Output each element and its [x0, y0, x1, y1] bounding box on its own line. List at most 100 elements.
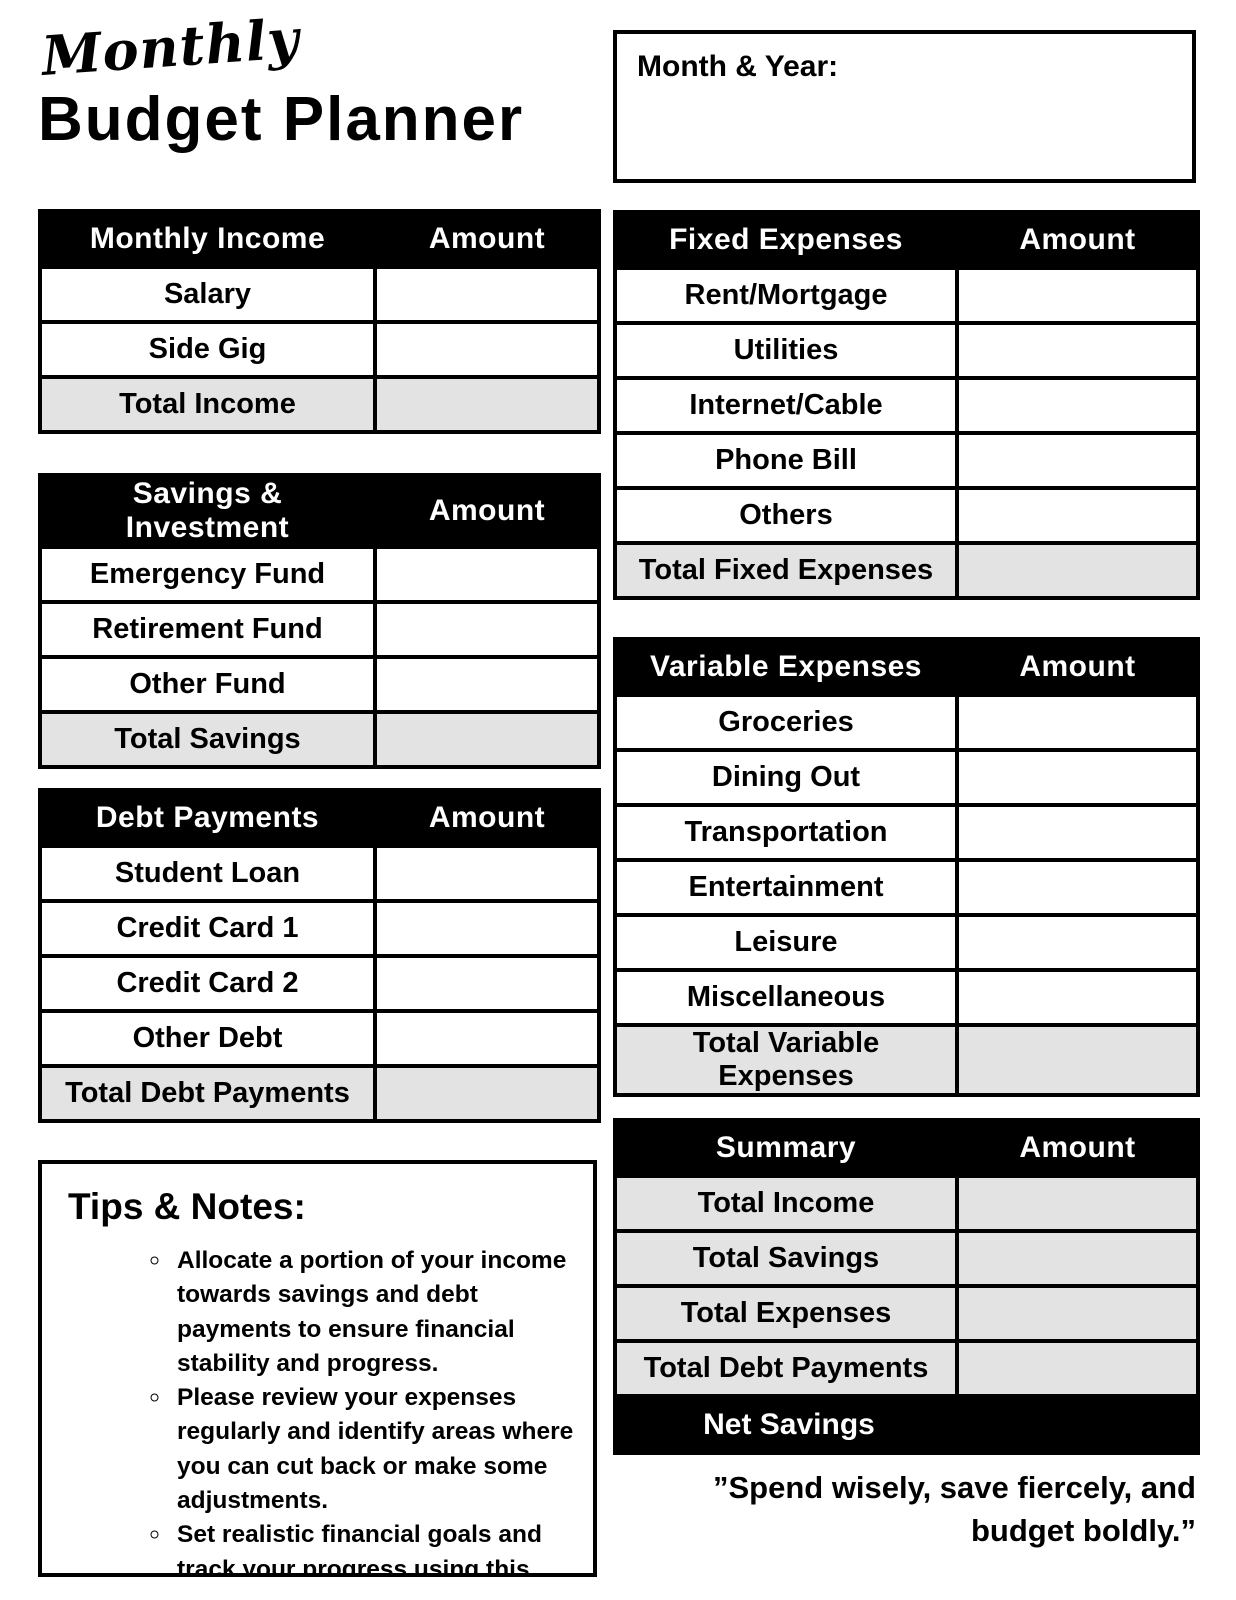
amount-cell[interactable] — [373, 1009, 601, 1068]
row-label: Rent/Mortgage — [613, 266, 959, 325]
table-row: Miscellaneous — [613, 968, 1200, 1027]
amount-header: Amount — [373, 209, 601, 269]
net-savings-label: Net Savings — [613, 1394, 1200, 1455]
total-row: Total Debt Payments — [38, 1064, 601, 1123]
row-label: Other Debt — [38, 1009, 377, 1068]
total-row: Total Income — [38, 375, 601, 434]
month-year-box: Month & Year: — [613, 30, 1196, 183]
amount-cell[interactable] — [955, 693, 1200, 752]
amount-cell[interactable] — [955, 803, 1200, 862]
page-title: Budget Planner — [38, 85, 525, 154]
page-title-script: Monthly — [39, 6, 302, 89]
table-row: Entertainment — [613, 858, 1200, 917]
amount-cell[interactable] — [955, 486, 1200, 545]
amount-cell[interactable] — [373, 600, 601, 659]
amount-header: Amount — [373, 788, 601, 848]
monthly-income-table: Monthly Income Amount Salary Side Gig To… — [38, 209, 601, 434]
net-savings-row: Net Savings — [613, 1394, 1200, 1455]
tips-notes-box: Tips & Notes: Allocate a portion of your… — [38, 1160, 597, 1577]
table-row: Dining Out — [613, 748, 1200, 807]
amount-cell[interactable] — [955, 1229, 1200, 1288]
debt-payments-table: Debt Payments Amount Student Loan Credit… — [38, 788, 601, 1123]
amount-cell[interactable] — [955, 858, 1200, 917]
month-year-label: Month & Year: — [637, 50, 839, 83]
amount-cell[interactable] — [955, 913, 1200, 972]
amount-cell[interactable] — [955, 1174, 1200, 1233]
row-label: Internet/Cable — [613, 376, 959, 435]
row-label: Retirement Fund — [38, 600, 377, 659]
amount-header: Amount — [955, 1118, 1200, 1178]
table-row: Emergency Fund — [38, 545, 601, 604]
amount-cell[interactable] — [373, 320, 601, 379]
row-label: Total Income — [613, 1174, 959, 1233]
row-label: Dining Out — [613, 748, 959, 807]
table-row: Total Savings — [613, 1229, 1200, 1288]
amount-header: Amount — [955, 637, 1200, 697]
amount-cell[interactable] — [955, 541, 1200, 600]
amount-cell[interactable] — [373, 375, 601, 434]
table-header-row: Debt Payments Amount — [38, 788, 601, 848]
amount-cell[interactable] — [373, 1064, 601, 1123]
row-label: Miscellaneous — [613, 968, 959, 1027]
row-label: Credit Card 2 — [38, 954, 377, 1013]
amount-cell[interactable] — [373, 899, 601, 958]
row-label: Other Fund — [38, 655, 377, 714]
row-label: Phone Bill — [613, 431, 959, 490]
row-label: Total Savings — [38, 710, 377, 769]
tips-heading: Tips & Notes: — [68, 1186, 306, 1227]
table-title-debt: Debt Payments — [38, 788, 377, 848]
tip-item: Please review your expenses regularly an… — [172, 1381, 575, 1518]
amount-cell[interactable] — [373, 954, 601, 1013]
table-row: Salary — [38, 265, 601, 324]
amount-cell[interactable] — [955, 1339, 1200, 1398]
amount-cell[interactable] — [955, 431, 1200, 490]
quote-line-1: ”Spend wisely, save fiercely, and — [712, 1470, 1196, 1505]
row-label: Total Income — [38, 375, 377, 434]
summary-table: Summary Amount Total Income Total Saving… — [613, 1118, 1200, 1455]
table-row: Transportation — [613, 803, 1200, 862]
amount-cell[interactable] — [373, 655, 601, 714]
table-row: Total Expenses — [613, 1284, 1200, 1343]
table-row: Phone Bill — [613, 431, 1200, 490]
table-row: Groceries — [613, 693, 1200, 752]
amount-cell[interactable] — [955, 968, 1200, 1027]
row-label: Total Debt Payments — [38, 1064, 377, 1123]
fixed-expenses-table: Fixed Expenses Amount Rent/Mortgage Util… — [613, 210, 1200, 600]
quote-line-2: budget boldly.” — [970, 1513, 1196, 1549]
row-label: Salary — [38, 265, 377, 324]
amount-cell[interactable] — [373, 265, 601, 324]
row-label: Total Fixed Expenses — [613, 541, 959, 600]
amount-cell[interactable] — [955, 266, 1200, 325]
amount-cell[interactable] — [955, 1284, 1200, 1343]
amount-cell[interactable] — [955, 1023, 1200, 1097]
amount-cell[interactable] — [955, 321, 1200, 380]
row-label: Total Expenses — [613, 1284, 959, 1343]
table-header-row: Summary Amount — [613, 1118, 1200, 1178]
amount-cell[interactable] — [373, 545, 601, 604]
row-label: Emergency Fund — [38, 545, 377, 604]
total-row: Total Savings — [38, 710, 601, 769]
amount-cell[interactable] — [955, 748, 1200, 807]
row-label: Total Savings — [613, 1229, 959, 1288]
row-label: Total Variable Expenses — [613, 1023, 959, 1097]
variable-expenses-table: Variable Expenses Amount Groceries Dinin… — [613, 637, 1200, 1097]
row-label: Others — [613, 486, 959, 545]
table-title-monthly-income: Monthly Income — [38, 209, 377, 269]
row-label: Entertainment — [613, 858, 959, 917]
month-year-input[interactable] — [838, 50, 1172, 163]
amount-header: Amount — [373, 473, 601, 549]
table-title-savings: Savings & Investment — [38, 473, 377, 549]
table-row: Student Loan — [38, 844, 601, 903]
amount-cell[interactable] — [373, 844, 601, 903]
table-row: Others — [613, 486, 1200, 545]
table-row: Other Fund — [38, 655, 601, 714]
amount-cell[interactable] — [955, 376, 1200, 435]
right-column: Month & Year: Fixed Expenses Amount Rent… — [613, 0, 1200, 1600]
table-row: Internet/Cable — [613, 376, 1200, 435]
title-block: Monthly Budget Planner — [38, 6, 525, 155]
amount-cell[interactable] — [373, 710, 601, 769]
total-row: Total Variable Expenses — [613, 1023, 1200, 1097]
table-row: Other Debt — [38, 1009, 601, 1068]
table-row: Credit Card 1 — [38, 899, 601, 958]
